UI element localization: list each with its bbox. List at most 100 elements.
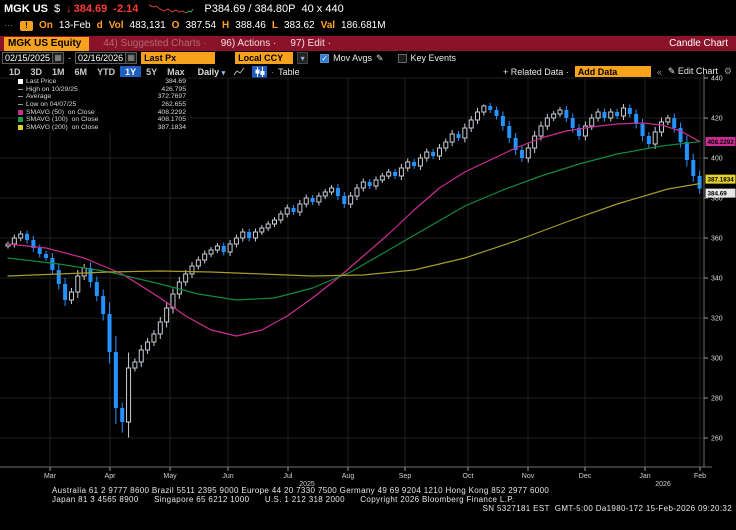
svg-text:380: 380: [711, 196, 723, 203]
legend-swatch-icon: [18, 124, 23, 130]
footer-phones-line1: Australia 61 2 9777 8600 Brazil 5511 239…: [52, 486, 550, 495]
svg-text:440: 440: [711, 76, 723, 83]
date-to-field[interactable]: 02/16/2026 ▦: [75, 52, 138, 64]
svg-text:Dec: Dec: [579, 473, 592, 480]
legend-label: SMAVG (100) on Close: [26, 116, 99, 124]
screen-title: Candle Chart: [669, 38, 728, 49]
currency-caret-icon[interactable]: ▾: [297, 52, 309, 64]
range-tab-6m[interactable]: 6M: [74, 66, 88, 77]
related-data-button[interactable]: + Related Data ·: [503, 66, 569, 77]
security-button[interactable]: MGK US Equity: [4, 36, 90, 51]
val-label: Val: [320, 20, 336, 31]
high-value: 388.46: [235, 20, 266, 31]
svg-text:Apr: Apr: [105, 473, 117, 480]
svg-text:Oct: Oct: [463, 473, 474, 480]
svg-text:320: 320: [711, 316, 723, 323]
key-events-label: Key Events: [410, 53, 457, 63]
alert-icon[interactable]: !: [20, 20, 33, 31]
collapse-icon[interactable]: «: [656, 66, 662, 77]
price-row: MGK US $ ↓ 384.69 -2.14 P384.69 / 384.80…: [0, 0, 736, 17]
mov-avgs-checkbox[interactable]: ✓: [320, 53, 330, 63]
price-change: -2.14: [113, 2, 139, 15]
mov-avgs-label: Mov Avgs: [333, 53, 372, 63]
legend-value: 262.655: [161, 101, 186, 109]
menu-actions[interactable]: 96) Actions ·: [220, 38, 277, 49]
frequency-dropdown[interactable]: Daily ▾: [198, 67, 226, 77]
legend-row: SMAVG (200) on Close 387.1834: [18, 124, 186, 132]
security-info-bar: MGK US $ ↓ 384.69 -2.14 P384.69 / 384.80…: [0, 0, 736, 36]
menu-dots-icon[interactable]: ⋯: [4, 20, 14, 30]
candle-chart-canvas[interactable]: 440 420 400 380 360 340 320 300 280 260 Mar Apr May J…: [0, 72, 736, 490]
legend-value: 372.7697: [157, 93, 186, 101]
svg-text:300: 300: [711, 356, 723, 363]
range-tab-max[interactable]: Max: [167, 66, 185, 77]
svg-text:2026: 2026: [655, 481, 671, 488]
add-data-input[interactable]: [574, 66, 651, 77]
legend-row: SMAVG (50) on Close 408.2292: [18, 108, 186, 116]
intraday-sparkline: [149, 4, 194, 14]
study-dropdown[interactable]: Last Px: [141, 52, 216, 64]
legend-mark-icon: [18, 96, 23, 98]
terminal-footer: Australia 61 2 9777 8600 Brazil 5511 239…: [0, 486, 736, 530]
calendar-icon[interactable]: ▦: [52, 53, 64, 63]
range-tab-1m[interactable]: 1M: [52, 66, 65, 77]
legend-row: High on 10/29/25 426.795: [18, 86, 186, 94]
legend-value: 384.69: [165, 78, 186, 86]
legend-label: High on 10/29/25: [26, 85, 78, 93]
svg-text:340: 340: [711, 276, 723, 283]
separator-dot: ·: [271, 66, 275, 77]
date-to-value[interactable]: 02/16/2026: [78, 53, 124, 63]
session-date: 13-Feb: [58, 20, 91, 31]
candle-chart-toggle[interactable]: [252, 65, 268, 78]
legend-label: SMAVG (50) on Close: [26, 108, 95, 116]
legend-row: Last Price 384.69: [18, 78, 186, 86]
legend-swatch-icon: [18, 117, 23, 123]
line-chart-toggle[interactable]: [231, 66, 246, 78]
gear-icon[interactable]: ⚙: [723, 66, 732, 76]
open-label: O: [171, 20, 180, 31]
val-value: 186.681M: [341, 20, 386, 31]
svg-text:Jul: Jul: [284, 473, 293, 480]
currency-dropdown[interactable]: Local CCY: [235, 52, 294, 64]
table-button[interactable]: Table: [278, 66, 300, 77]
low-value: 383.62: [283, 20, 315, 31]
legend-swatch-icon: [18, 79, 23, 85]
date-from-field[interactable]: 02/15/2025 ▦: [2, 52, 65, 64]
edit-chart-button[interactable]: ✎ Edit Chart: [668, 66, 718, 77]
calendar-icon[interactable]: ▦: [125, 53, 137, 63]
delayed-flag: d: [96, 20, 103, 31]
range-tab-ytd[interactable]: YTD: [97, 66, 116, 77]
frequency-caret-icon: ▾: [221, 69, 226, 77]
menu-edit[interactable]: 97) Edit ·: [290, 38, 331, 49]
footer-session-info: SN 5327181 EST GMT-5:00 Da1980-172 15-Fe…: [482, 504, 732, 513]
svg-text:280: 280: [711, 396, 723, 403]
legend-label: Last Price: [26, 78, 57, 86]
svg-text:May: May: [163, 473, 177, 480]
edit-mov-avgs-icon[interactable]: ✎: [375, 52, 384, 63]
date-from-value[interactable]: 02/15/2025: [5, 53, 51, 63]
frequency-value[interactable]: Daily: [197, 66, 220, 77]
date-range-dash: -: [68, 53, 72, 63]
vol-label: Vol: [108, 20, 124, 31]
footer-phones-line2: Japan 81 3 4565 8900 Singapore 65 6212 1…: [52, 495, 515, 504]
svg-text:Mar: Mar: [44, 473, 57, 480]
legend-label: SMAVG (200) on Close: [26, 123, 99, 131]
legend-mark-icon: [18, 88, 23, 90]
key-events-checkbox[interactable]: [397, 53, 407, 63]
range-tab-1y[interactable]: 1Y: [120, 65, 142, 78]
on-label: On: [39, 20, 53, 31]
range-tab-5y[interactable]: 5Y: [146, 66, 158, 77]
svg-text:260: 260: [711, 436, 723, 443]
price-chart[interactable]: 440 420 400 380 360 340 320 300 280 260 Mar Apr May J…: [0, 72, 736, 490]
range-tab-1d[interactable]: 1D: [9, 66, 21, 77]
svg-text:Nov: Nov: [522, 473, 535, 480]
currency-label: $: [54, 2, 61, 15]
open-value: 387.54: [185, 20, 217, 31]
range-tab-3d[interactable]: 3D: [30, 66, 43, 77]
period-bar: 1D 3D 1M 6M YTD 1Y 5Y Max Daily ▾ · Table + Rel…: [0, 65, 736, 78]
svg-text:Aug: Aug: [342, 473, 355, 480]
menu-suggested-charts[interactable]: 44) Suggested Charts ·: [103, 38, 207, 49]
legend-swatch-icon: [18, 109, 23, 115]
legend-row: Average 372.7697: [18, 93, 186, 101]
legend-value: 426.795: [161, 85, 186, 93]
